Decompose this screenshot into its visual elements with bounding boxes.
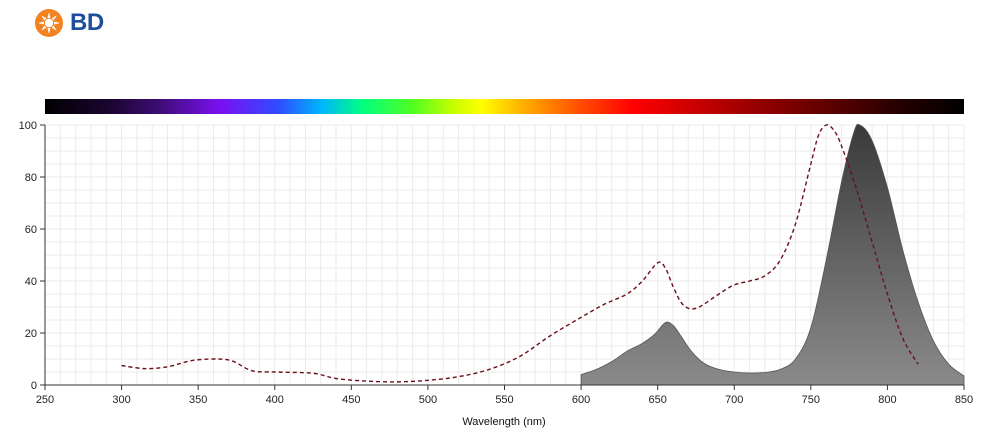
x-tick-label: 400 [266,394,284,406]
wavelength-color-bar [45,99,964,114]
x-tick-label: 250 [36,394,54,406]
bd-starburst-icon [35,9,63,37]
x-tick-label: 650 [648,394,666,406]
x-tick-label: 300 [112,394,130,406]
y-tick-label: 40 [25,276,37,288]
x-tick-label: 350 [189,394,207,406]
y-tick-label: 20 [25,328,37,340]
excitation-line [121,124,919,383]
x-tick-label: 700 [725,394,743,406]
x-axis-title: Wavelength (nm) [462,416,545,428]
series-layer [121,123,965,386]
x-tick-label: 600 [572,394,590,406]
x-tick-label: 800 [878,394,896,406]
y-tick-label: 60 [25,224,37,236]
x-axis-ticks: 250 300 350 400 450 500 550 600 650 700 750 800 850 [36,385,973,406]
emission-area [580,123,965,386]
x-tick-label: 850 [955,394,973,406]
x-tick-label: 550 [495,394,513,406]
grid [44,124,965,386]
x-tick-label: 500 [419,394,437,406]
y-axis-ticks: 0 20 40 60 80 100 [19,120,45,392]
y-tick-label: 80 [25,172,37,184]
brand-name: BD [70,9,104,36]
x-tick-label: 750 [802,394,820,406]
x-tick-label: 450 [342,394,360,406]
y-tick-label: 100 [19,120,37,132]
y-tick-label: 0 [31,380,37,392]
bd-logo: BD [34,8,104,38]
